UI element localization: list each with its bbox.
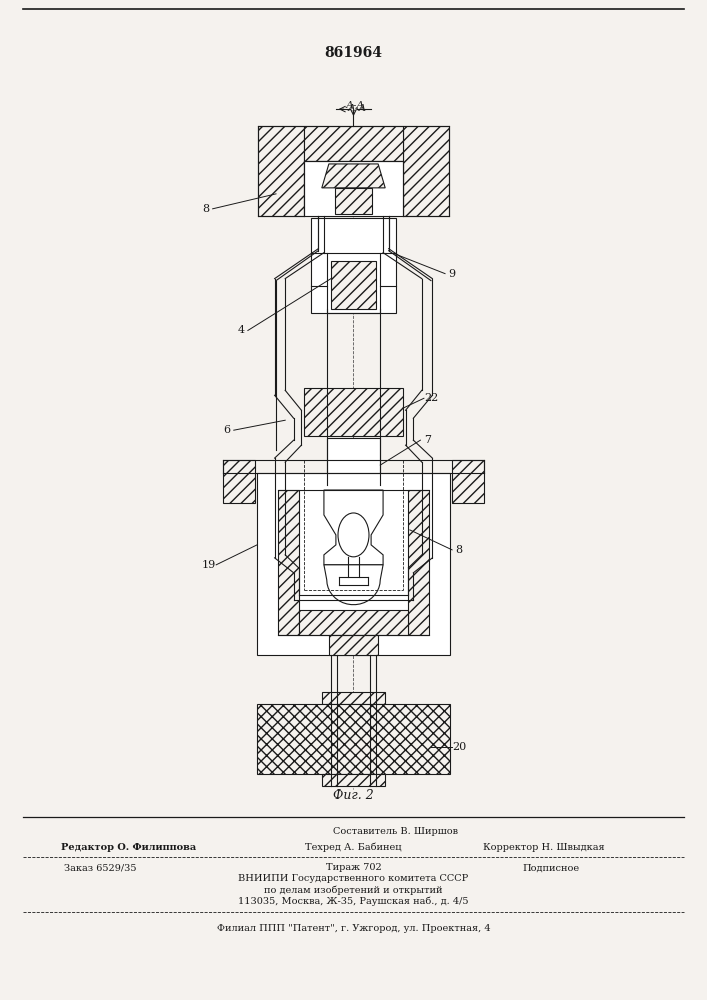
Polygon shape [324,490,383,565]
Text: А-А: А-А [347,104,367,113]
Text: 8: 8 [202,204,209,214]
Polygon shape [327,493,380,520]
Text: 8: 8 [455,545,462,555]
Bar [304,126,403,161]
Text: 6: 6 [223,425,230,435]
Bar [403,126,448,216]
Bar [259,126,304,216]
Text: 20: 20 [452,742,466,752]
Circle shape [338,513,369,557]
Text: А-А: А-А [345,101,365,110]
Bar [257,473,450,655]
Bar [311,218,396,313]
Bar [304,388,403,436]
Bar [304,161,403,216]
Bar [409,490,429,635]
Text: Заказ 6529/35: Заказ 6529/35 [64,863,136,872]
Text: 22: 22 [423,393,438,403]
Bar [257,704,450,774]
Bar [223,460,255,503]
Bar [278,490,298,635]
Bar [322,774,385,786]
Text: 4: 4 [238,325,245,335]
Bar [298,610,409,635]
Text: 861964: 861964 [325,46,382,60]
Text: 9: 9 [448,269,455,279]
Text: Фиг. 2: Фиг. 2 [333,789,374,802]
Text: Корректор Н. Швыдкая: Корректор Н. Швыдкая [483,843,604,852]
Bar [335,188,372,214]
Text: 113035, Москва, Ж-35, Раушская наб., д. 4/5: 113035, Москва, Ж-35, Раушская наб., д. … [238,896,469,906]
Bar [327,438,380,493]
Bar [322,692,385,704]
Text: ВНИИПИ Государственного комитета СССР: ВНИИПИ Государственного комитета СССР [238,874,469,883]
Polygon shape [322,164,385,188]
Bar [331,261,376,309]
Polygon shape [324,565,383,605]
Text: Техред А. Бабинец: Техред А. Бабинец [305,842,402,852]
Text: по делам изобретений и открытий: по делам изобретений и открытий [264,885,443,895]
Text: Филиал ППП "Патент", г. Ужгород, ул. Проектная, 4: Филиал ППП "Патент", г. Ужгород, ул. Про… [216,924,491,933]
Text: Подписное: Подписное [522,863,579,872]
Bar [329,635,378,655]
Text: 19: 19 [202,560,216,570]
Text: Составитель В. Ширшов: Составитель В. Ширшов [333,827,458,836]
Text: 7: 7 [424,435,431,445]
Text: Редактор О. Филиппова: Редактор О. Филиппова [61,843,196,852]
Text: Тираж 702: Тираж 702 [326,863,381,872]
Bar [452,460,484,503]
